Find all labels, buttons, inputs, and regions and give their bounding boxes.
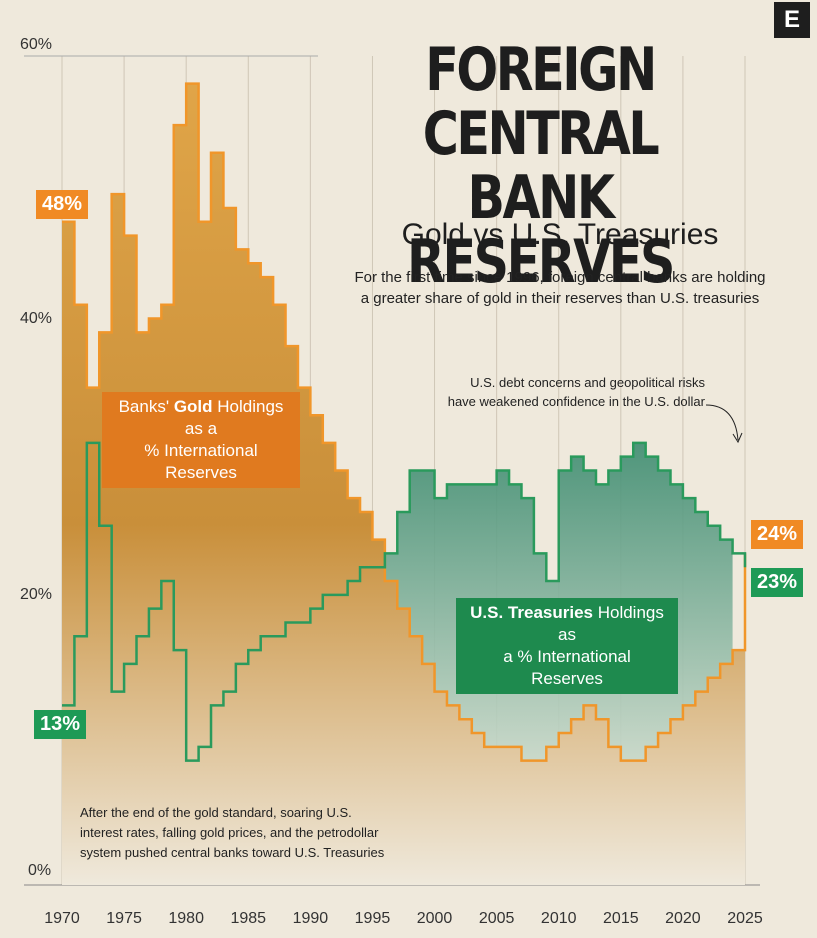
annotation-left-line-2: interest rates, falling gold prices, and… [80, 825, 379, 840]
description: For the first time since 1996, foreign c… [330, 267, 790, 309]
treasury-label-post: Holdings as [558, 603, 664, 644]
y-tick-label: 0% [28, 862, 52, 879]
gold-label-pre: Banks' [118, 397, 174, 416]
gold-end-badge: 24% [751, 520, 804, 549]
x-tick-label: 2000 [416, 910, 453, 927]
treasury-start-badge: 13% [34, 710, 87, 739]
y-tick-label: 20% [20, 586, 53, 603]
annotation-right: U.S. debt concerns and geopolitical risk… [440, 373, 705, 411]
y-tick-label: 40% [20, 310, 53, 327]
gold-series-label: Banks' Gold Holdings as a % Internationa… [102, 392, 300, 488]
annotation-arrow-icon [705, 404, 739, 441]
annotation-right-line-1: U.S. debt concerns and geopolitical risk… [470, 375, 705, 390]
treasury-label-bold: U.S. Treasuries [470, 603, 593, 622]
gold-line [62, 82, 747, 762]
x-tick-label: 1995 [354, 910, 391, 927]
x-tick-label: 1980 [168, 910, 204, 927]
subtitle: Gold vs U.S. Treasuries [401, 218, 719, 251]
description-line-1: For the first time since 1996, foreign c… [354, 269, 766, 286]
logo: E [774, 2, 810, 38]
page-title: FOREIGN CENTRAL BANK RESERVES [343, 38, 737, 294]
treasury-end-badge: 23% [751, 568, 804, 597]
x-tick-label: 1975 [106, 910, 142, 927]
x-tick-label: 2025 [727, 910, 763, 927]
gold-label-post: Holdings as a [184, 397, 284, 438]
series-lines [62, 82, 747, 762]
x-tick-label: 2020 [665, 910, 701, 927]
x-tick-label: 1970 [44, 910, 80, 927]
x-tick-label: 2010 [540, 910, 577, 927]
annotation-right-line-2: have weakened confidence in the U.S. dol… [447, 394, 705, 409]
gold-label-bold: Gold [173, 397, 213, 416]
treasury-series-label: U.S. Treasuries Holdings as a % Internat… [456, 598, 678, 694]
treasury-label-line-2: a % International Reserves [503, 647, 631, 688]
title-line-1: FOREIGN CENTRAL [422, 35, 660, 169]
gold-area [62, 83, 745, 886]
treasury-line [62, 441, 747, 762]
annotation-left-line-3: system pushed central banks toward U.S. … [80, 845, 385, 860]
x-tick-label: 1985 [230, 910, 267, 927]
annotation-left: After the end of the gold standard, soar… [80, 803, 420, 863]
y-tick-label: 60% [20, 36, 53, 53]
description-line-2: a greater share of gold in their reserve… [360, 290, 760, 307]
title-line-2: BANK RESERVES [407, 163, 675, 297]
x-tick-label: 1990 [292, 910, 329, 927]
gold-start-badge: 48% [36, 190, 89, 219]
arrowhead-icon [732, 432, 743, 444]
annotation-left-line-1: After the end of the gold standard, soar… [80, 805, 352, 820]
x-tick-label: 2015 [603, 910, 639, 927]
x-tick-label: 2005 [478, 910, 515, 927]
gold-label-line-2: % International Reserves [144, 441, 258, 482]
